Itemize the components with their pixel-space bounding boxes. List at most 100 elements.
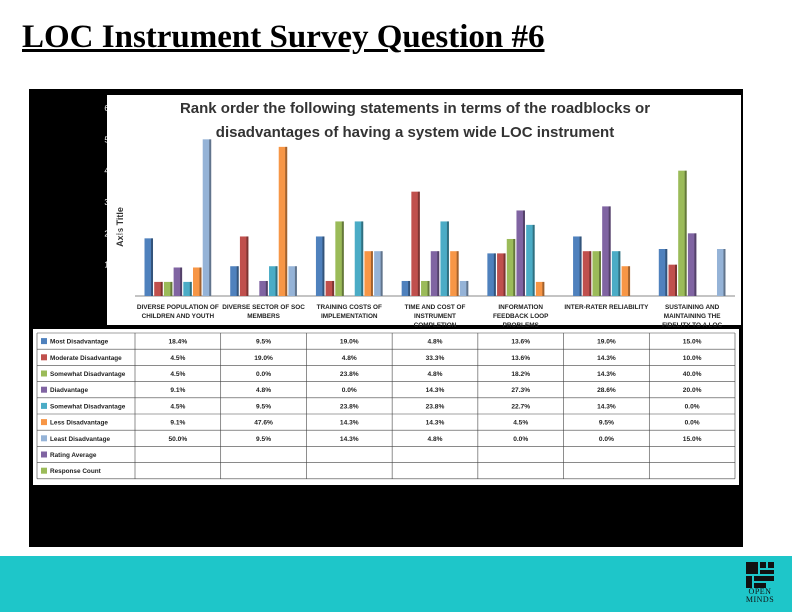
bar-shadow: [265, 280, 268, 296]
bar: [421, 280, 430, 296]
bar: [144, 238, 154, 296]
legend-label: Somewhat Disadvantage: [50, 371, 126, 378]
bar: [535, 281, 545, 296]
slide-title: LOC Instrument Survey Question #6: [22, 19, 545, 55]
bar: [716, 249, 726, 296]
data-label: 4.8%: [427, 371, 442, 378]
bar: [202, 139, 212, 296]
legend-key: [41, 435, 47, 442]
bar: [163, 281, 173, 296]
data-label: 14.3%: [340, 436, 359, 443]
bar-shadow: [408, 280, 411, 296]
bar: [497, 253, 506, 296]
bar: [506, 238, 516, 296]
y-tick-label: 50.0%: [104, 135, 127, 144]
bar-shadow: [370, 251, 373, 296]
x-category-label: SUSTAINING AND: [665, 304, 720, 311]
x-category-label: MEMBERS: [247, 313, 280, 320]
bar: [335, 221, 344, 296]
bar-shadow: [236, 266, 239, 296]
data-label: 9.5%: [599, 420, 614, 427]
bar: [239, 236, 249, 296]
x-category-label: TRAINING COSTS OF: [317, 304, 382, 311]
data-label: 4.8%: [427, 339, 442, 346]
data-label: 19.0%: [597, 339, 616, 346]
legend-key: [41, 386, 47, 393]
data-label: 4.8%: [256, 387, 271, 394]
data-label: 0.0%: [513, 436, 528, 443]
bar: [602, 206, 611, 296]
bar-shadow: [579, 236, 582, 296]
y-axis-label: Axis Title: [115, 207, 125, 247]
data-label: 40.0%: [683, 371, 702, 378]
bar: [526, 224, 535, 296]
bar-shadow: [628, 266, 631, 296]
data-label: 23.8%: [340, 403, 359, 410]
x-category-label: FIDELITY TO A LOC: [662, 322, 722, 329]
x-category-label: MAINTAINING THE: [664, 313, 721, 320]
bar: [411, 191, 420, 296]
legend-label: Diadvantage: [50, 387, 88, 394]
bar: [430, 251, 440, 296]
data-label: 4.8%: [342, 355, 357, 362]
legend-key: [41, 451, 47, 458]
data-label: 4.5%: [170, 371, 185, 378]
data-label: 13.6%: [511, 339, 530, 346]
bar: [516, 210, 525, 296]
x-category-label: INTER-RATER RELIABILITY: [564, 304, 649, 311]
bar: [582, 251, 592, 296]
bar-shadow: [542, 281, 545, 296]
data-table-area: [33, 329, 739, 485]
data-label: 9.1%: [170, 387, 185, 394]
bar: [193, 267, 202, 296]
x-category-label: INFORMATION: [498, 304, 543, 311]
bar: [678, 170, 687, 296]
data-label: 9.5%: [256, 436, 271, 443]
y-tick-label: 0.0%: [109, 292, 127, 301]
bar-shadow: [151, 238, 154, 296]
bar: [611, 251, 621, 296]
data-label: 13.6%: [511, 355, 530, 362]
data-label: 9.5%: [256, 339, 271, 346]
chart-panel: Rank order the following statements in t…: [29, 89, 743, 547]
bar-shadow: [618, 251, 621, 296]
data-label: 14.3%: [426, 420, 445, 427]
bar-shadow: [466, 280, 469, 296]
bar: [154, 281, 163, 296]
bar-shadow: [684, 170, 687, 296]
data-label: 4.8%: [427, 436, 442, 443]
bar-shadow: [532, 224, 535, 296]
bar-shadow: [180, 267, 183, 296]
footer-band: [0, 556, 792, 612]
data-label: 0.0%: [599, 436, 614, 443]
data-label: 9.1%: [170, 420, 185, 427]
y-tick-label: 30.0%: [104, 198, 127, 207]
bar-shadow: [417, 191, 420, 296]
bar: [374, 251, 383, 296]
bar: [401, 280, 411, 296]
bar-shadow: [522, 210, 525, 296]
data-label: 20.0%: [683, 387, 702, 394]
y-tick-label: 10.0%: [104, 261, 127, 270]
legend-label: Moderate Disadvantage: [50, 355, 122, 362]
bar-shadow: [665, 249, 668, 296]
data-label: 10.0%: [683, 355, 702, 362]
bar-shadow: [380, 251, 383, 296]
legend-key: [41, 419, 47, 426]
data-label: 0.0%: [685, 403, 700, 410]
x-category-label: TIME AND COST OF: [405, 304, 466, 311]
data-label: 28.6%: [597, 387, 616, 394]
data-label: 47.6%: [254, 420, 273, 427]
data-label: 14.3%: [597, 403, 616, 410]
bar-shadow: [598, 251, 601, 296]
legend-key: [41, 467, 47, 474]
bar-chart: Rank order the following statements in t…: [29, 89, 741, 485]
legend-key: [41, 354, 47, 361]
data-label: 14.3%: [340, 420, 359, 427]
data-label: 18.2%: [511, 371, 530, 378]
bar: [364, 251, 373, 296]
x-category-label: CHILDREN AND YOUTH: [142, 313, 215, 320]
x-category-label: DIVERSE POPULATION OF: [137, 304, 219, 311]
bar: [278, 146, 288, 296]
bar-shadow: [503, 253, 506, 296]
